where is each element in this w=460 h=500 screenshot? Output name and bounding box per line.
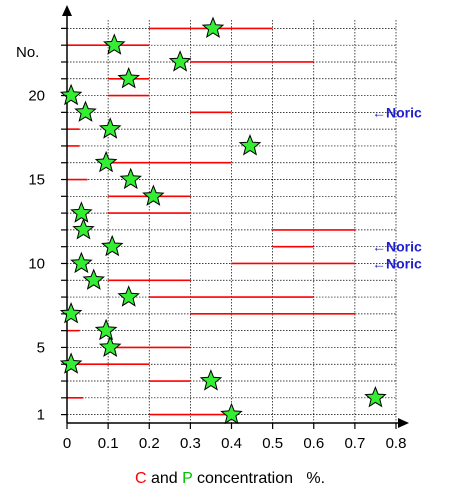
x-axis-label: C and P concentration %. [0,470,460,488]
x-axis-label-part: concentration %. [192,470,326,487]
phosphorus-star [98,335,122,357]
y-tick-label: 15 [28,172,45,189]
x-axis-label-part: P [182,470,193,487]
phosphorus-star [364,385,387,408]
y-tick-label: 5 [37,339,45,356]
carbon-ranges [67,27,355,416]
phosphorus-star [201,16,225,38]
phosphorus-star [59,83,83,106]
axes [62,5,409,428]
y-axis-arrowhead [62,5,72,16]
phosphorus-star [103,33,126,55]
phosphorus-star [117,285,140,307]
phosphorus-star [117,66,140,89]
x-axis-label-part: C [134,470,147,487]
phosphorus-star [74,100,97,122]
noric-annotation: ←Noric [372,104,422,120]
phosphorus-star [70,201,93,223]
phosphorus-star [94,150,118,173]
phosphorus-star [220,402,243,425]
phosphorus-star [238,134,262,156]
phosphorus-star [119,167,142,190]
phosphorus-star [82,268,105,290]
x-tick-label: 0.5 [262,435,283,452]
phosphorus-star [70,251,93,274]
y-tick-label: 20 [28,88,45,105]
x-tick-label: 0.4 [221,435,242,452]
phosphorus-star [59,352,83,374]
phosphorus-star [59,302,83,324]
phosphorus-star [98,117,122,139]
noric-annotation: ←Noric [372,239,422,255]
phosphorus-markers [59,16,387,425]
y-axis-label: No. [16,44,39,61]
phosphorus-star [72,218,95,240]
x-tick-label: 0.1 [98,435,119,452]
x-axis-arrowhead [398,418,409,428]
phosphorus-star [168,50,192,72]
x-tick-label: 0.7 [344,435,365,452]
phosphorus-star [142,184,165,206]
grid [66,20,397,423]
noric-annotation: ←Noric [372,255,422,271]
x-tick-label: 0 [63,435,71,452]
x-tick-label: 0.2 [139,435,160,452]
x-tick-label: 0.6 [303,435,324,452]
phosphorus-star [199,369,223,391]
phosphorus-star [94,318,118,341]
x-axis-label-part: and [146,470,183,487]
phosphorus-star [101,234,124,257]
y-tick-label: 10 [28,255,45,272]
x-tick-label: 0.8 [386,435,407,452]
y-tick-label: 1 [37,407,45,424]
annotations: ←Noric←Noric←Noric [372,104,422,271]
x-tick-label: 0.3 [180,435,201,452]
